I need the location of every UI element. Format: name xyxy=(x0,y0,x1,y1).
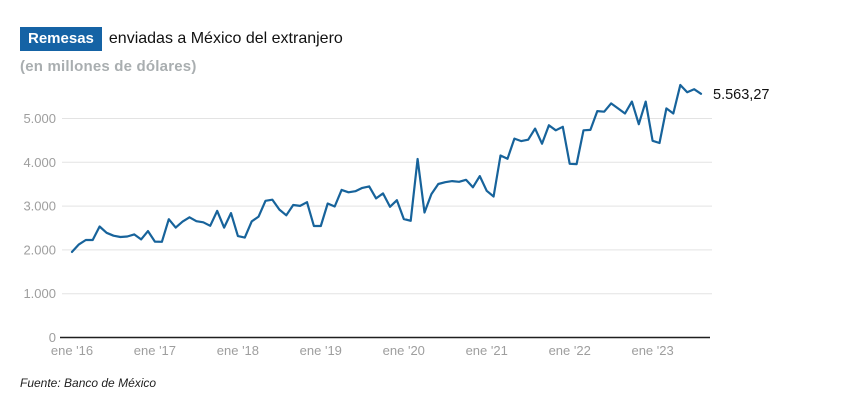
source-note: Fuente: Banco de México xyxy=(20,376,157,390)
x-tick-label: ene '22 xyxy=(549,343,591,358)
grid-lines xyxy=(60,118,712,339)
chart-subtitle: (en millones de dólares) xyxy=(20,58,197,75)
y-tick-label: 1.000 xyxy=(23,286,56,301)
x-tick-label: ene '19 xyxy=(300,343,342,358)
x-tick-label: ene '23 xyxy=(631,343,673,358)
data-line xyxy=(70,83,703,253)
x-axis-labels: ene '16 ene '17 ene '18 ene '19 ene '20 ene '… xyxy=(51,343,674,358)
x-tick-label: ene '18 xyxy=(217,343,259,358)
page-title: enviadas a México del extranjero xyxy=(108,30,343,47)
last-value-label: 5.563,27 xyxy=(713,87,769,103)
x-tick-label: ene '20 xyxy=(383,343,425,358)
y-tick-label: 4.000 xyxy=(23,155,56,170)
x-tick-label: ene '16 xyxy=(51,343,93,358)
chart-header: Remesas enviadas a México del extranjero … xyxy=(20,27,343,75)
y-tick-label: 3.000 xyxy=(23,199,56,214)
y-tick-label: 0 xyxy=(49,330,56,345)
x-tick-label: ene '17 xyxy=(134,343,176,358)
y-tick-label: 5.000 xyxy=(23,111,56,126)
x-tick-label: ene '21 xyxy=(466,343,508,358)
y-axis-labels: 0 1.000 2.000 3.000 4.000 5.000 xyxy=(23,111,56,345)
title-badge: Remesas xyxy=(20,27,102,51)
y-tick-label: 2.000 xyxy=(23,242,56,257)
